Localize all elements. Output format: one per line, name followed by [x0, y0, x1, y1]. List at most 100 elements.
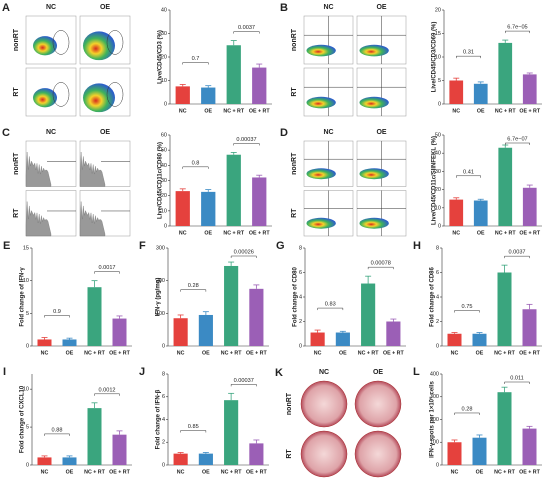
bar [386, 321, 401, 346]
y-tick-label: 50 [435, 132, 441, 138]
bar [37, 339, 52, 346]
bar [472, 437, 487, 465]
error-bar [91, 402, 98, 409]
y-axis-label: Fold change of CD80 [293, 267, 299, 327]
y-tick-label: 10 [23, 278, 29, 284]
y-tick-label: 10 [161, 78, 167, 84]
p-value: 0.00037 [234, 378, 254, 384]
row-label: nonRT [286, 392, 293, 415]
column-label: OE [373, 369, 383, 376]
bar [522, 187, 537, 226]
x-tick-label: NC + RT [221, 469, 243, 475]
panel-label: I [3, 366, 6, 378]
panel-label: G [276, 240, 285, 252]
error-bar [253, 439, 260, 444]
bar [498, 147, 513, 226]
y-axis-label: Live/CD45/CD3/CD69 (%) [432, 22, 438, 93]
bar [447, 442, 462, 465]
error-bar [91, 280, 98, 288]
density-blob [359, 217, 389, 229]
x-tick-label: OE + RT [246, 350, 268, 356]
error-bar [451, 439, 458, 443]
bar [175, 86, 190, 104]
error-bar [365, 275, 372, 284]
x-tick-label: NC [179, 230, 187, 236]
significance-bracket [456, 175, 481, 178]
x-tick-label: OE [477, 108, 485, 114]
column-label: OE [376, 4, 386, 11]
gate [106, 30, 124, 55]
error-bar [205, 189, 212, 192]
x-tick-label: NC + RT [494, 469, 516, 475]
y-tick-label: 40 [161, 7, 167, 13]
significance-bracket [230, 255, 257, 258]
bar [252, 67, 267, 104]
x-tick-label: OE + RT [249, 108, 271, 114]
bar [522, 309, 537, 346]
significance-bracket [44, 315, 70, 318]
x-tick-label: OE [204, 230, 212, 236]
density-blob [306, 96, 336, 109]
p-value: 0.83 [325, 302, 336, 308]
density-blob [83, 83, 115, 113]
x-tick-label: OE [204, 108, 212, 114]
error-bar [228, 392, 235, 401]
histogram-shape [25, 152, 52, 187]
bar [310, 332, 325, 346]
y-tick-label: 15 [23, 245, 29, 251]
p-value: 0.011 [510, 375, 524, 381]
panel-label: F [139, 240, 146, 252]
error-bar [453, 197, 460, 200]
bar [87, 287, 102, 346]
significance-bracket [94, 271, 120, 274]
well-image [354, 380, 402, 428]
x-tick-label: NC + RT [84, 469, 106, 475]
bar [497, 392, 512, 465]
bar [37, 457, 52, 465]
x-tick-label: NC + RT [495, 230, 517, 236]
error-bar [179, 84, 186, 87]
error-bar [526, 72, 533, 75]
y-tick-label: 100 [430, 440, 439, 446]
panel-label: H [413, 240, 421, 252]
gate [52, 82, 70, 107]
row-label: nonRT [291, 152, 298, 175]
y-tick-label: 8 [436, 245, 439, 251]
bar [473, 200, 488, 226]
error-bar [179, 188, 186, 192]
y-axis-label: Fold change of IFN-β [156, 389, 162, 449]
error-bar [477, 198, 484, 201]
error-bar [177, 452, 184, 454]
x-tick-label: NC + RT [223, 108, 245, 114]
y-axis-label: IFN-γ (pg/mg) [156, 278, 162, 317]
significance-bracket [180, 430, 207, 433]
well-image [300, 380, 348, 428]
y-tick-label: 0 [164, 101, 167, 107]
x-tick-label: OE [202, 469, 210, 475]
column-label: NC [46, 129, 56, 136]
error-bar [230, 152, 237, 155]
column-label: NC [46, 4, 56, 11]
gate [106, 82, 124, 107]
y-tick-label: 100 [156, 311, 165, 317]
y-tick-label: 15 [435, 31, 441, 37]
y-tick-label: 0 [162, 462, 165, 468]
y-tick-label: 4 [162, 417, 165, 423]
error-bar [116, 315, 123, 319]
panel-label: L [413, 366, 420, 378]
bar [112, 434, 127, 465]
row-label: RT [13, 208, 20, 218]
p-value: 0.85 [188, 424, 199, 430]
bar [173, 453, 188, 465]
p-value: 0.00026 [234, 249, 254, 255]
x-tick-label: OE + RT [519, 469, 541, 475]
y-tick-label: 10 [23, 387, 29, 393]
panel-label: B [280, 2, 288, 14]
y-tick-label: 0 [436, 343, 439, 349]
row-label: nonRT [13, 28, 20, 51]
x-tick-label: NC + RT [358, 350, 380, 356]
x-tick-label: NC [451, 469, 459, 475]
histogram-shape [79, 152, 106, 187]
error-bar [116, 430, 123, 435]
significance-bracket [505, 30, 530, 34]
